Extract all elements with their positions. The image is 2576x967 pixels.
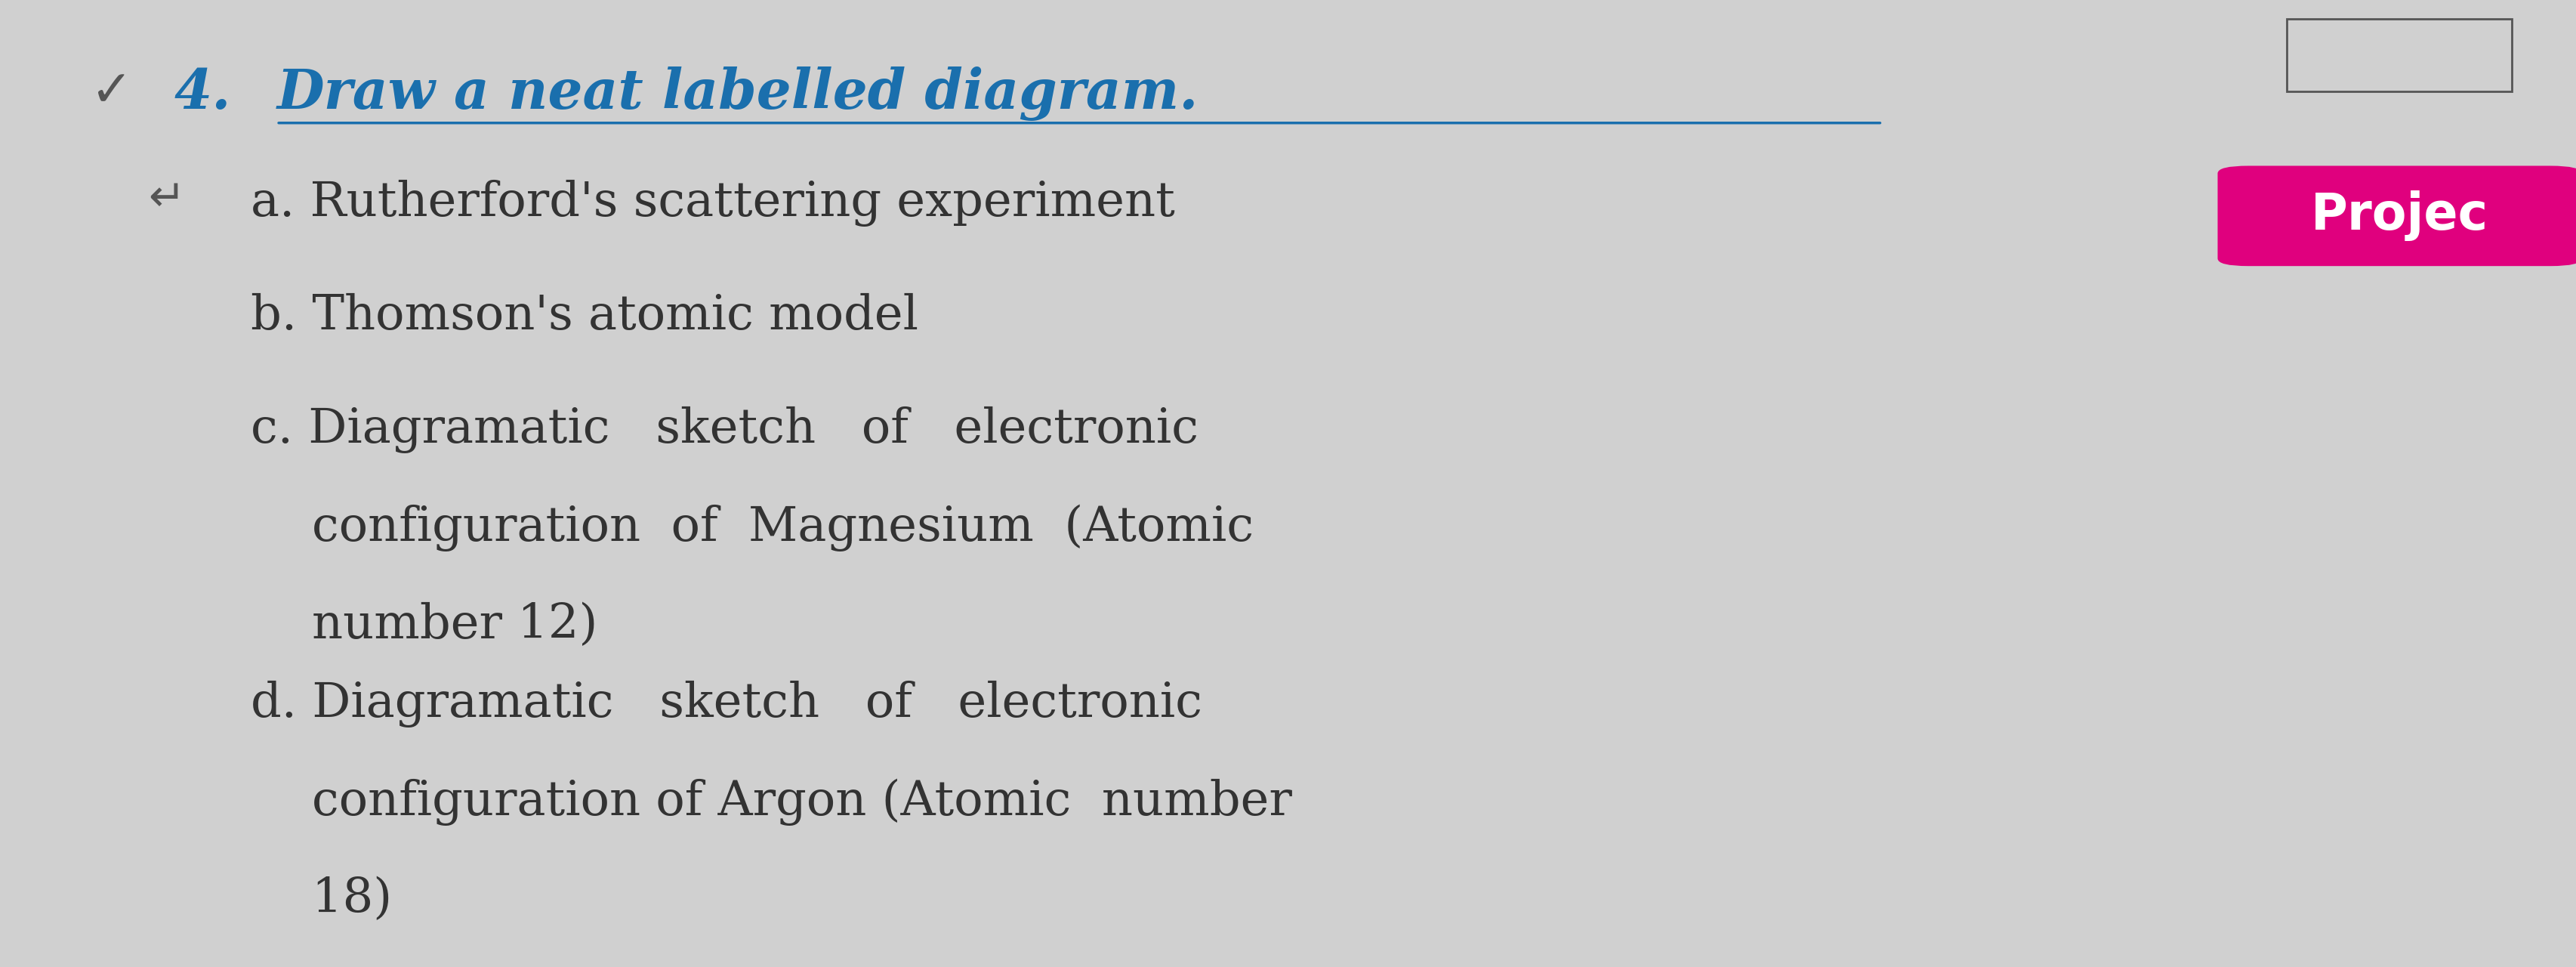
Text: ↵: ↵ [149,177,185,220]
FancyBboxPatch shape [2218,165,2576,266]
Text: ✓: ✓ [90,66,131,116]
Text: Projec: Projec [2311,190,2488,241]
Text: configuration  of  Magnesium  (Atomic: configuration of Magnesium (Atomic [250,505,1255,551]
Text: 18): 18) [250,876,392,923]
Text: configuration of Argon (Atomic  number: configuration of Argon (Atomic number [250,778,1293,826]
Text: Draw a neat labelled diagram.: Draw a neat labelled diagram. [276,66,1198,121]
FancyBboxPatch shape [2285,19,2512,92]
Text: a. Rutherford's scattering experiment: a. Rutherford's scattering experiment [250,180,1175,226]
Text: number 12): number 12) [250,602,598,648]
Text: c. Diagramatic   sketch   of   electronic: c. Diagramatic sketch of electronic [250,407,1198,454]
Text: b. Thomson's atomic model: b. Thomson's atomic model [250,293,917,339]
Text: 4.: 4. [175,66,232,120]
Text: d. Diagramatic   sketch   of   electronic: d. Diagramatic sketch of electronic [250,681,1203,728]
